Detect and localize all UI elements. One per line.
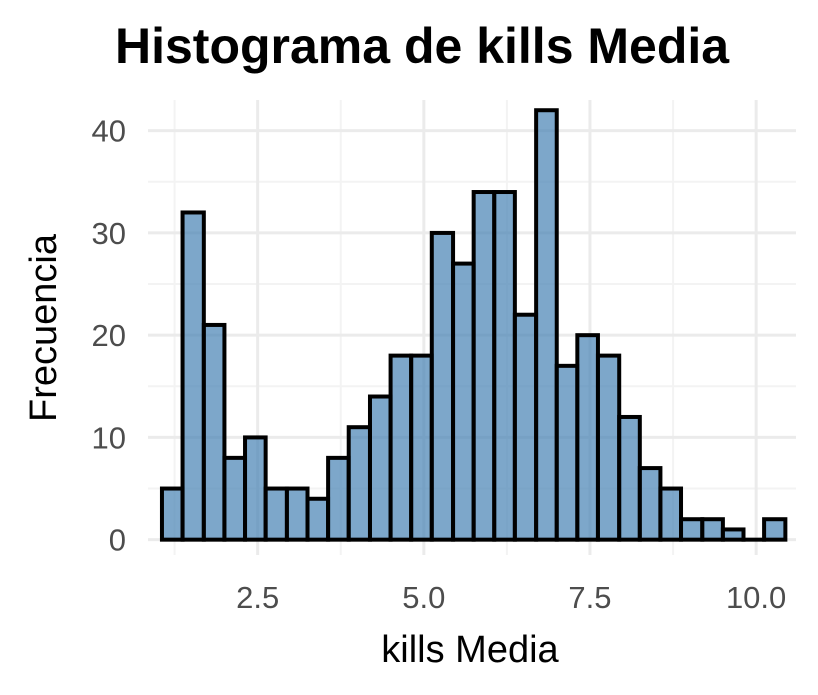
y-tick-label: 20 <box>92 318 126 353</box>
histogram-bar <box>180 210 206 542</box>
histogram-bar <box>159 486 185 542</box>
histogram-bars <box>159 108 788 542</box>
y-tick-label: 40 <box>92 114 126 149</box>
histogram-bar <box>471 190 497 542</box>
histogram-bar <box>388 353 414 542</box>
histogram-bar <box>512 312 539 542</box>
y-tick-label: 0 <box>109 523 126 558</box>
y-axis-title: Frecuencia <box>23 233 65 422</box>
x-tick-label: 2.5 <box>236 580 279 615</box>
y-axis-ticks: 0 10 20 30 40 <box>92 114 126 558</box>
histogram-bar <box>492 190 517 542</box>
histogram-bar <box>617 414 642 542</box>
histogram-bar <box>326 455 351 542</box>
histogram-bar <box>305 496 331 542</box>
histogram-bar <box>534 108 559 542</box>
x-tick-label: 5.0 <box>402 580 445 615</box>
histogram-bar <box>367 394 393 542</box>
x-tick-label: 7.5 <box>568 580 611 615</box>
x-tick-label: 10.0 <box>726 580 786 615</box>
histogram-bar <box>346 425 372 542</box>
histogram-bar <box>409 353 434 542</box>
histogram-bar <box>762 517 788 542</box>
chart-title: Histograma de kills Media <box>115 18 730 74</box>
histogram-bar <box>201 322 227 542</box>
y-tick-label: 10 <box>92 420 126 455</box>
y-tick-label: 30 <box>92 216 126 251</box>
histogram-bar <box>575 333 600 542</box>
histogram-bar <box>263 486 289 542</box>
x-axis-ticks: 2.5 5.0 7.5 10.0 <box>236 580 786 615</box>
histogram-bar <box>222 455 248 542</box>
histogram-bar <box>429 230 456 542</box>
histogram-bar <box>637 466 663 542</box>
histogram-bar <box>700 517 725 542</box>
histogram-bar <box>658 486 684 542</box>
histogram-bar <box>284 486 310 542</box>
histogram-bar <box>595 353 622 542</box>
x-axis-title: kills Media <box>381 629 559 671</box>
histogram-bar <box>679 517 705 542</box>
histogram-bar <box>243 435 268 542</box>
histogram-bar <box>720 527 746 542</box>
histogram-bar <box>451 261 476 542</box>
histogram-bar <box>554 363 580 542</box>
